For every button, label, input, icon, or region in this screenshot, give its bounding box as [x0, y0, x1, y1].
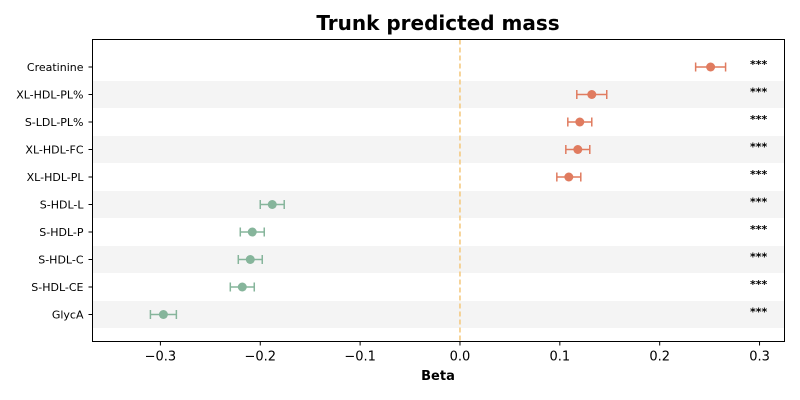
y-tick-label: XL-HDL-PL%	[16, 89, 83, 102]
y-tick-label: XL-HDL-FC	[25, 144, 83, 157]
y-tick-label: GlycA	[52, 309, 84, 322]
x-tick-label: 0.2	[649, 350, 670, 365]
significance-label: ***	[750, 278, 768, 291]
x-tick-label: −0.1	[344, 350, 376, 365]
significance-labels: *** *** *** *** *** *** *** *** *** ***	[750, 58, 768, 319]
plot-frame	[92, 39, 785, 342]
y-tick-label: S-HDL-CE	[31, 281, 83, 294]
significance-label: ***	[750, 168, 768, 181]
y-tick-label: Creatinine	[27, 61, 84, 74]
y-axis: Creatinine XL-HDL-PL% S-LDL-PL% XL-HDL-FC XL…	[16, 61, 93, 322]
row-bands	[92, 81, 785, 328]
point-estimate	[706, 62, 716, 72]
y-tick-label: S-LDL-PL%	[25, 116, 84, 129]
point-estimate	[573, 145, 583, 154]
x-tick-label: 0.3	[749, 350, 770, 365]
x-axis: −0.3 −0.2 −0.1 0.0 0.1 0.2 0.3	[145, 341, 770, 365]
point-estimate	[158, 310, 168, 319]
significance-label: ***	[750, 113, 768, 126]
x-tick-label: −0.2	[244, 350, 276, 365]
point-estimate	[237, 282, 247, 292]
point-estimate	[245, 255, 255, 264]
point-estimate	[267, 200, 277, 209]
point-estimate	[564, 172, 574, 182]
significance-label: ***	[750, 306, 768, 319]
y-tick-label: XL-HDL-PL	[27, 171, 85, 184]
row-band	[92, 191, 785, 218]
y-tick-label: S-HDL-P	[39, 226, 84, 239]
data-marks	[149, 62, 727, 319]
x-tick-label: 0.1	[549, 350, 570, 365]
significance-label: ***	[750, 223, 768, 236]
x-tick-label: −0.3	[145, 350, 177, 365]
significance-label: ***	[750, 58, 768, 71]
significance-label: ***	[750, 251, 768, 264]
chart-title: Trunk predicted mass	[316, 11, 559, 35]
point-estimate	[575, 117, 585, 127]
row-band	[92, 301, 785, 328]
point-estimate	[247, 227, 257, 237]
y-tick-label: S-HDL-C	[38, 254, 84, 267]
significance-label: ***	[750, 196, 768, 209]
significance-label: ***	[750, 86, 768, 99]
x-tick-label: 0.0	[450, 350, 471, 365]
significance-label: ***	[750, 141, 768, 154]
point-estimate	[587, 90, 597, 99]
y-tick-label: S-HDL-L	[40, 199, 85, 212]
x-axis-label: Beta	[421, 369, 455, 384]
row-band	[92, 136, 785, 163]
row-band	[92, 246, 785, 273]
row-band	[92, 81, 785, 108]
